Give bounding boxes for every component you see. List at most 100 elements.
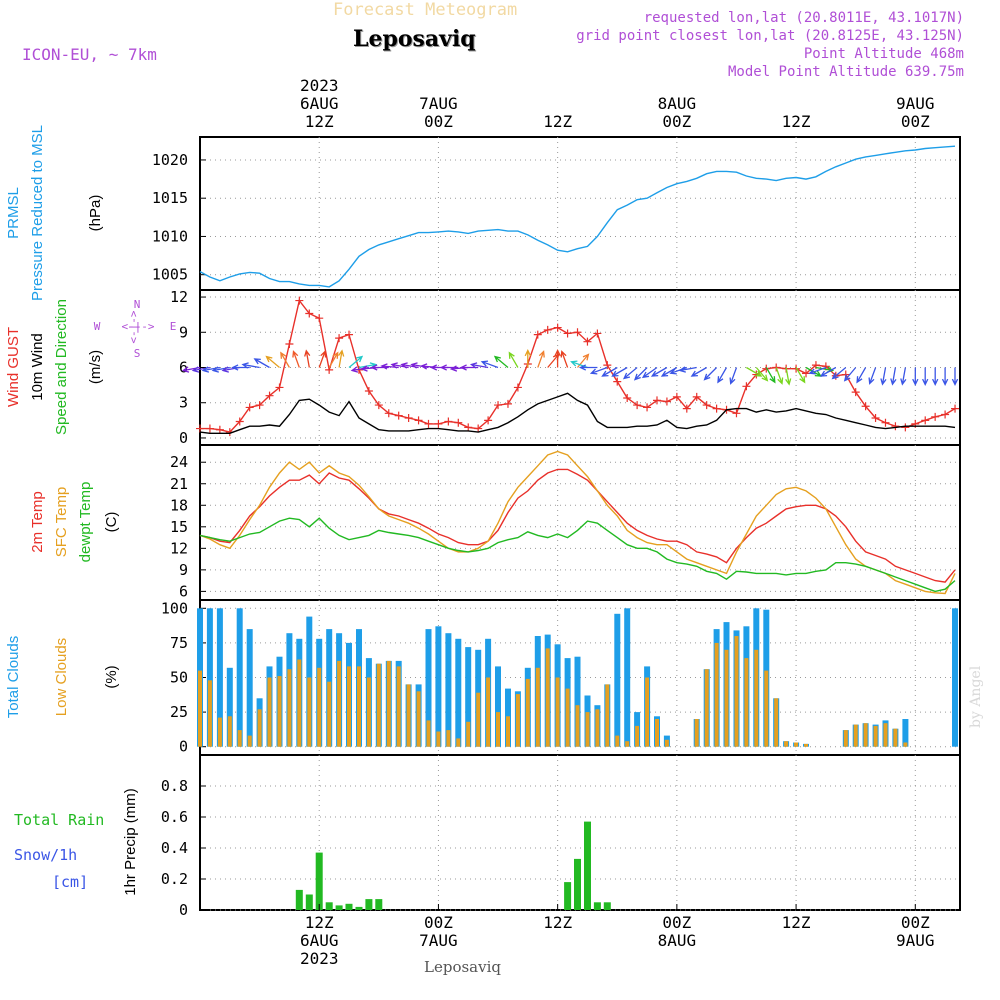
low-cloud-bar (535, 667, 540, 747)
low-cloud-bar (694, 719, 699, 747)
low-cloud-bar (386, 660, 391, 747)
low-cloud-bar (724, 649, 729, 747)
wind-unit: (m/s) (87, 350, 104, 384)
low-cloud-bar (307, 677, 312, 747)
low-cloud-bar (347, 666, 351, 747)
clouds-ytick-label: 25 (170, 703, 188, 721)
gust-point (543, 325, 552, 334)
low-cloud-bar (297, 659, 302, 747)
gust-point (245, 403, 254, 412)
gust-point (742, 382, 751, 391)
wind-arrow (480, 360, 499, 369)
low-cloud-bar (545, 648, 550, 747)
wind-arrow (650, 366, 668, 377)
gust-point (335, 334, 344, 343)
low-cloud-bar (794, 742, 799, 747)
total-cloud-bar (624, 608, 631, 747)
wind-arrow (253, 358, 270, 369)
time-label: 9AUG (896, 931, 935, 950)
pressure-series-0 (199, 145, 956, 288)
low-cloud-bar (704, 669, 709, 747)
total-cloud-bar (902, 719, 909, 747)
compass-s: S (134, 347, 141, 360)
wind-label: Speed and Direction (53, 299, 70, 435)
model-label: ICON-EU, ~ 7km (22, 45, 157, 64)
gust-point (623, 394, 632, 403)
pressure-ytick-label: 1020 (152, 151, 188, 169)
gust-point (891, 422, 900, 431)
gust-point (474, 424, 483, 433)
wind-arrow (524, 349, 532, 368)
gust-point (662, 397, 671, 406)
wind-arrow (292, 350, 300, 368)
wind-arrow (890, 367, 897, 386)
wind-arrow (554, 349, 561, 368)
low-cloud-bar (357, 666, 361, 747)
gust-point (205, 424, 214, 433)
precip-label: [cm] (52, 873, 88, 891)
gust-point (454, 418, 463, 427)
low-cloud-bar (376, 663, 381, 747)
low-cloud-bar (565, 688, 570, 747)
pressure-unit: (hPa) (87, 195, 104, 232)
low-cloud-bar (804, 743, 808, 747)
wind-label: 10m Wind (29, 333, 46, 401)
rain-bar (325, 902, 333, 911)
wind-arrow (746, 366, 763, 377)
wind-ytick-label: 6 (179, 359, 188, 377)
gust-point (851, 388, 860, 397)
wind-arrow (678, 366, 697, 373)
low-cloud-bar (396, 666, 401, 747)
bottom-location: Leposaviq (424, 958, 501, 976)
clouds-label: Low Clouds (53, 638, 70, 716)
total-cloud-bar (952, 608, 958, 747)
gust-point (275, 383, 284, 392)
time-label: 6AUG (300, 931, 339, 950)
gust-point (305, 309, 314, 318)
low-cloud-bar (863, 723, 868, 747)
time-label: 00Z (662, 112, 691, 131)
temperature-label: dewpt Temp (77, 482, 94, 563)
wind-label: Wind GUST (5, 327, 22, 407)
gust-point (901, 423, 910, 432)
precip-ytick-label: 0.4 (161, 839, 188, 857)
low-cloud-bar (774, 698, 779, 747)
wind-series-0 (200, 299, 956, 433)
low-cloud-bar (645, 677, 650, 747)
wind-arrow (439, 364, 459, 371)
rain-bar (603, 902, 611, 911)
wind-arrow (589, 366, 608, 375)
total-cloud-bar (246, 629, 253, 747)
gust-point (692, 392, 701, 401)
total-cloud-bar (465, 647, 472, 747)
low-cloud-bar (893, 728, 898, 747)
compass-n: N (134, 298, 141, 311)
wind-arrow (819, 366, 837, 377)
gust-point (613, 377, 622, 386)
time-label: 9AUG (896, 94, 935, 113)
low-cloud-bar (406, 684, 411, 747)
time-label: 00Z (901, 112, 930, 131)
time-label: 6AUG (300, 94, 339, 113)
gust-point (394, 411, 403, 420)
gust-point (802, 369, 811, 378)
low-cloud-bar (207, 680, 212, 747)
clouds-label: Total Clouds (5, 636, 22, 719)
model-altitude: Model Point Altitude 639.75m (727, 64, 964, 80)
low-cloud-bar (337, 660, 342, 747)
gust-point (921, 416, 930, 425)
compass-legend: W <-|-> EN<-|->S (94, 298, 177, 360)
temperature-series-0 (199, 468, 956, 583)
gust-point (384, 409, 393, 418)
time-label: 00Z (424, 913, 453, 932)
wind-arrow (622, 367, 638, 380)
low-cloud-bar (198, 670, 202, 747)
gust-point (374, 401, 383, 410)
gust-point (424, 419, 433, 428)
wind-arrow (856, 367, 867, 384)
low-cloud-bar (595, 709, 600, 747)
time-label: 12Z (782, 112, 811, 131)
precip-ytick-label: 0 (179, 901, 188, 919)
gust-point (643, 403, 652, 412)
wind-arrow (900, 367, 907, 386)
